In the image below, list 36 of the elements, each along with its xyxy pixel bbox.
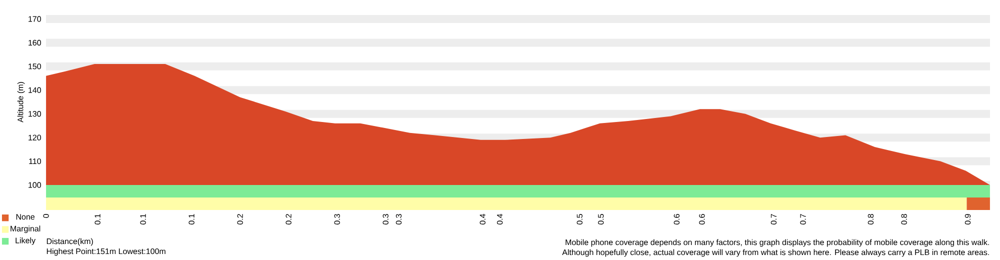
x-tick-label: 0.8 — [901, 214, 907, 225]
x-tick-label: 0.4 — [480, 214, 486, 225]
x-tick-label: 0.5 — [598, 214, 604, 225]
x-tick-label: 0.2 — [286, 214, 292, 225]
x-tick-label: 0 — [43, 214, 49, 218]
text: Although hopefully close, actual coverage will vary from what is shown here. Please always carry a PLB in remote areas. — [562, 249, 989, 257]
x-tick-label: 0.7 — [800, 214, 806, 225]
x-tick-label: 0.9 — [964, 214, 971, 225]
text: Mobile phone coverage depends on many factors, this graph displays the probability of mobile coverage along this walk. — [566, 239, 989, 247]
legend-label: Likely — [16, 237, 36, 245]
y-axis-title: Altitude (m) — [17, 82, 25, 122]
y-tick-label: 150 — [28, 64, 41, 70]
x-tick-label: 0.1 — [140, 214, 146, 225]
x-tick-label: 0.2 — [237, 214, 243, 225]
x-tick-label: 0.3 — [382, 214, 388, 225]
y-tick-label: 100 — [28, 182, 41, 188]
x-tick-label: 0.4 — [496, 214, 503, 225]
x-tick-label: 0.6 — [699, 214, 705, 225]
y-tick-label: 160 — [28, 40, 41, 46]
y-tick-label: 140 — [28, 87, 41, 93]
text: Highest Point:151m Lowest:100m — [46, 248, 166, 256]
x-tick-label: 0.1 — [94, 214, 100, 225]
x-tick-label: 0.1 — [188, 214, 194, 225]
x-tick-label: 0.8 — [868, 214, 874, 225]
x-tick-label: 0.3 — [396, 214, 402, 225]
x-tick-label: 0.7 — [770, 214, 777, 225]
legend-label: None — [16, 214, 35, 220]
x-tick-label: 0.6 — [674, 214, 680, 225]
x-tick-label: 0.3 — [334, 214, 340, 225]
y-tick-label: 130 — [28, 111, 41, 117]
y-tick-label: 120 — [28, 134, 41, 140]
y-tick-label: 170 — [28, 16, 41, 22]
x-axis-title: Distance(km) — [46, 238, 93, 246]
legend-label: Marginal — [10, 226, 40, 234]
x-tick-label: 0.5 — [576, 214, 582, 225]
y-tick-label: 110 — [29, 158, 42, 164]
